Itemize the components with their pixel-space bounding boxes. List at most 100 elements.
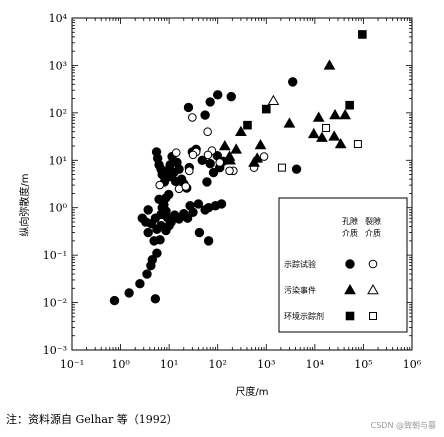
legend-column-header: 裂隙 bbox=[365, 216, 381, 226]
figure-note: 注：资料源自 Gelhar 等（1992） bbox=[6, 413, 178, 426]
data-point-filled-circle bbox=[202, 177, 212, 187]
data-point-filled-circle bbox=[291, 164, 302, 174]
watermark: CSDN @致朝与暮 bbox=[370, 421, 436, 430]
data-point-filled-square bbox=[243, 120, 252, 130]
data-point-filled-triangle bbox=[218, 140, 231, 151]
data-point-open-square bbox=[277, 163, 286, 172]
plot-area-border bbox=[71, 17, 413, 351]
data-point-filled-circle bbox=[213, 90, 223, 100]
data-point-filled-triangle bbox=[230, 143, 243, 154]
data-point-filled-circle bbox=[135, 278, 145, 289]
data-point-open-square bbox=[353, 140, 362, 149]
data-point-filled-triangle bbox=[251, 152, 264, 163]
data-point-filled-triangle bbox=[323, 59, 336, 70]
x-tick-label: 10⁶ bbox=[403, 358, 422, 371]
data-points bbox=[109, 30, 367, 306]
y-tick-label: 10⁴ bbox=[49, 12, 68, 25]
data-point-filled-circle bbox=[208, 167, 219, 178]
legend-marker-filled-triangle bbox=[344, 283, 356, 295]
data-point-filled-circle bbox=[174, 164, 184, 174]
data-point-open-circle bbox=[203, 150, 213, 160]
data-point-open-circle bbox=[259, 152, 269, 161]
data-point-filled-triangle bbox=[334, 138, 347, 149]
x-tick-label: 10¹ bbox=[160, 358, 178, 371]
y-tick-label: 10¹ bbox=[49, 154, 67, 167]
x-tick-label: 10⁻¹ bbox=[60, 358, 84, 371]
data-point-filled-triangle bbox=[316, 131, 328, 142]
legend-marker-open-square bbox=[369, 312, 377, 320]
data-point-filled-circle bbox=[188, 207, 198, 218]
x-tick-label: 10² bbox=[209, 358, 227, 371]
data-point-filled-circle bbox=[150, 213, 161, 223]
legend-column-header: 介质 bbox=[365, 228, 381, 238]
data-point-filled-circle bbox=[226, 91, 236, 102]
data-point-filled-triangle bbox=[283, 117, 296, 128]
legend-row-label: 示踪试验 bbox=[284, 259, 316, 269]
legend-marker-filled-square bbox=[345, 311, 355, 321]
data-point-open-circle bbox=[215, 158, 225, 167]
data-point-filled-triangle bbox=[224, 154, 236, 165]
x-tick-label: 10⁵ bbox=[354, 358, 372, 371]
data-point-filled-triangle bbox=[312, 111, 325, 122]
data-point-filled-triangle bbox=[339, 109, 351, 120]
x-tick-label: 10³ bbox=[257, 358, 275, 371]
axis-ticks bbox=[71, 17, 413, 351]
scatter-chart: 10⁻¹ 10⁰ 10¹ 10² 10³ 10⁴ 10⁵ 10⁶ 10⁻³ 10⁻² 10⁻¹ 10⁰… bbox=[18, 12, 422, 398]
data-point-filled-circle bbox=[149, 236, 159, 246]
data-point-open-square bbox=[322, 123, 331, 132]
data-point-filled-circle bbox=[288, 77, 298, 87]
data-point-filled-circle bbox=[164, 189, 174, 200]
legend-box bbox=[278, 197, 408, 333]
legend-marker-filled-circle bbox=[345, 259, 355, 269]
legend-row-label: 污染事件 bbox=[284, 285, 316, 295]
data-point-open-circle bbox=[171, 148, 181, 157]
y-tick-label: 10⁻³ bbox=[43, 344, 67, 357]
data-point-filled-circle bbox=[182, 213, 193, 223]
data-point-filled-circle bbox=[203, 236, 214, 246]
axis-tick-labels: 10⁻¹ 10⁰ 10¹ 10² 10³ 10⁴ 10⁵ 10⁶ 10⁻³ 10⁻² 10⁻¹ 10⁰… bbox=[43, 12, 422, 371]
x-axis-title: 尺度/m bbox=[235, 385, 268, 398]
data-point-open-circle bbox=[203, 127, 212, 137]
plot-frame bbox=[71, 17, 413, 351]
data-point-open-circle bbox=[181, 182, 191, 191]
legend-marker-open-triangle bbox=[367, 283, 379, 295]
data-point-filled-circle bbox=[109, 295, 120, 306]
data-point-open-triangle bbox=[267, 94, 280, 105]
data-point-filled-circle bbox=[197, 155, 207, 165]
data-point-filled-triangle bbox=[328, 130, 341, 141]
data-point-filled-circle bbox=[205, 158, 215, 169]
x-tick-label: 10⁰ bbox=[111, 358, 130, 371]
data-point-filled-square bbox=[345, 100, 354, 110]
data-point-open-circle bbox=[155, 180, 165, 190]
data-point-filled-square bbox=[261, 104, 271, 114]
data-point-open-circle bbox=[188, 150, 198, 160]
data-point-filled-triangle bbox=[235, 125, 247, 136]
data-point-filled-circle bbox=[152, 224, 162, 235]
data-point-filled-circle bbox=[150, 294, 161, 304]
y-tick-label: 10⁰ bbox=[49, 202, 68, 215]
data-point-filled-circle bbox=[216, 199, 227, 209]
y-axis-title: 纵向弥散度/m bbox=[18, 173, 31, 236]
legend-marker-open-circle bbox=[368, 259, 378, 269]
data-point-filled-circle bbox=[152, 248, 162, 258]
data-point-filled-circle bbox=[124, 288, 134, 298]
data-point-filled-circle bbox=[200, 110, 210, 120]
legend-column-header: 孔隙 bbox=[342, 216, 358, 226]
y-tick-label: 10⁻¹ bbox=[43, 249, 67, 262]
data-point-filled-circle bbox=[183, 102, 194, 113]
data-point-filled-circle bbox=[194, 227, 205, 238]
y-tick-label: 10² bbox=[49, 107, 67, 120]
y-tick-label: 10³ bbox=[49, 59, 67, 72]
data-point-filled-circle bbox=[143, 227, 153, 238]
data-point-filled-circle bbox=[143, 205, 153, 215]
data-point-filled-circle bbox=[193, 199, 204, 209]
data-point-filled-triangle bbox=[254, 138, 267, 150]
data-point-open-circle bbox=[225, 166, 234, 176]
data-point-filled-circle bbox=[142, 269, 152, 279]
x-tick-label: 10⁴ bbox=[306, 358, 325, 371]
data-point-filled-circle bbox=[205, 97, 215, 107]
data-point-filled-circle bbox=[147, 255, 157, 265]
y-tick-label: 10⁻² bbox=[43, 297, 67, 310]
